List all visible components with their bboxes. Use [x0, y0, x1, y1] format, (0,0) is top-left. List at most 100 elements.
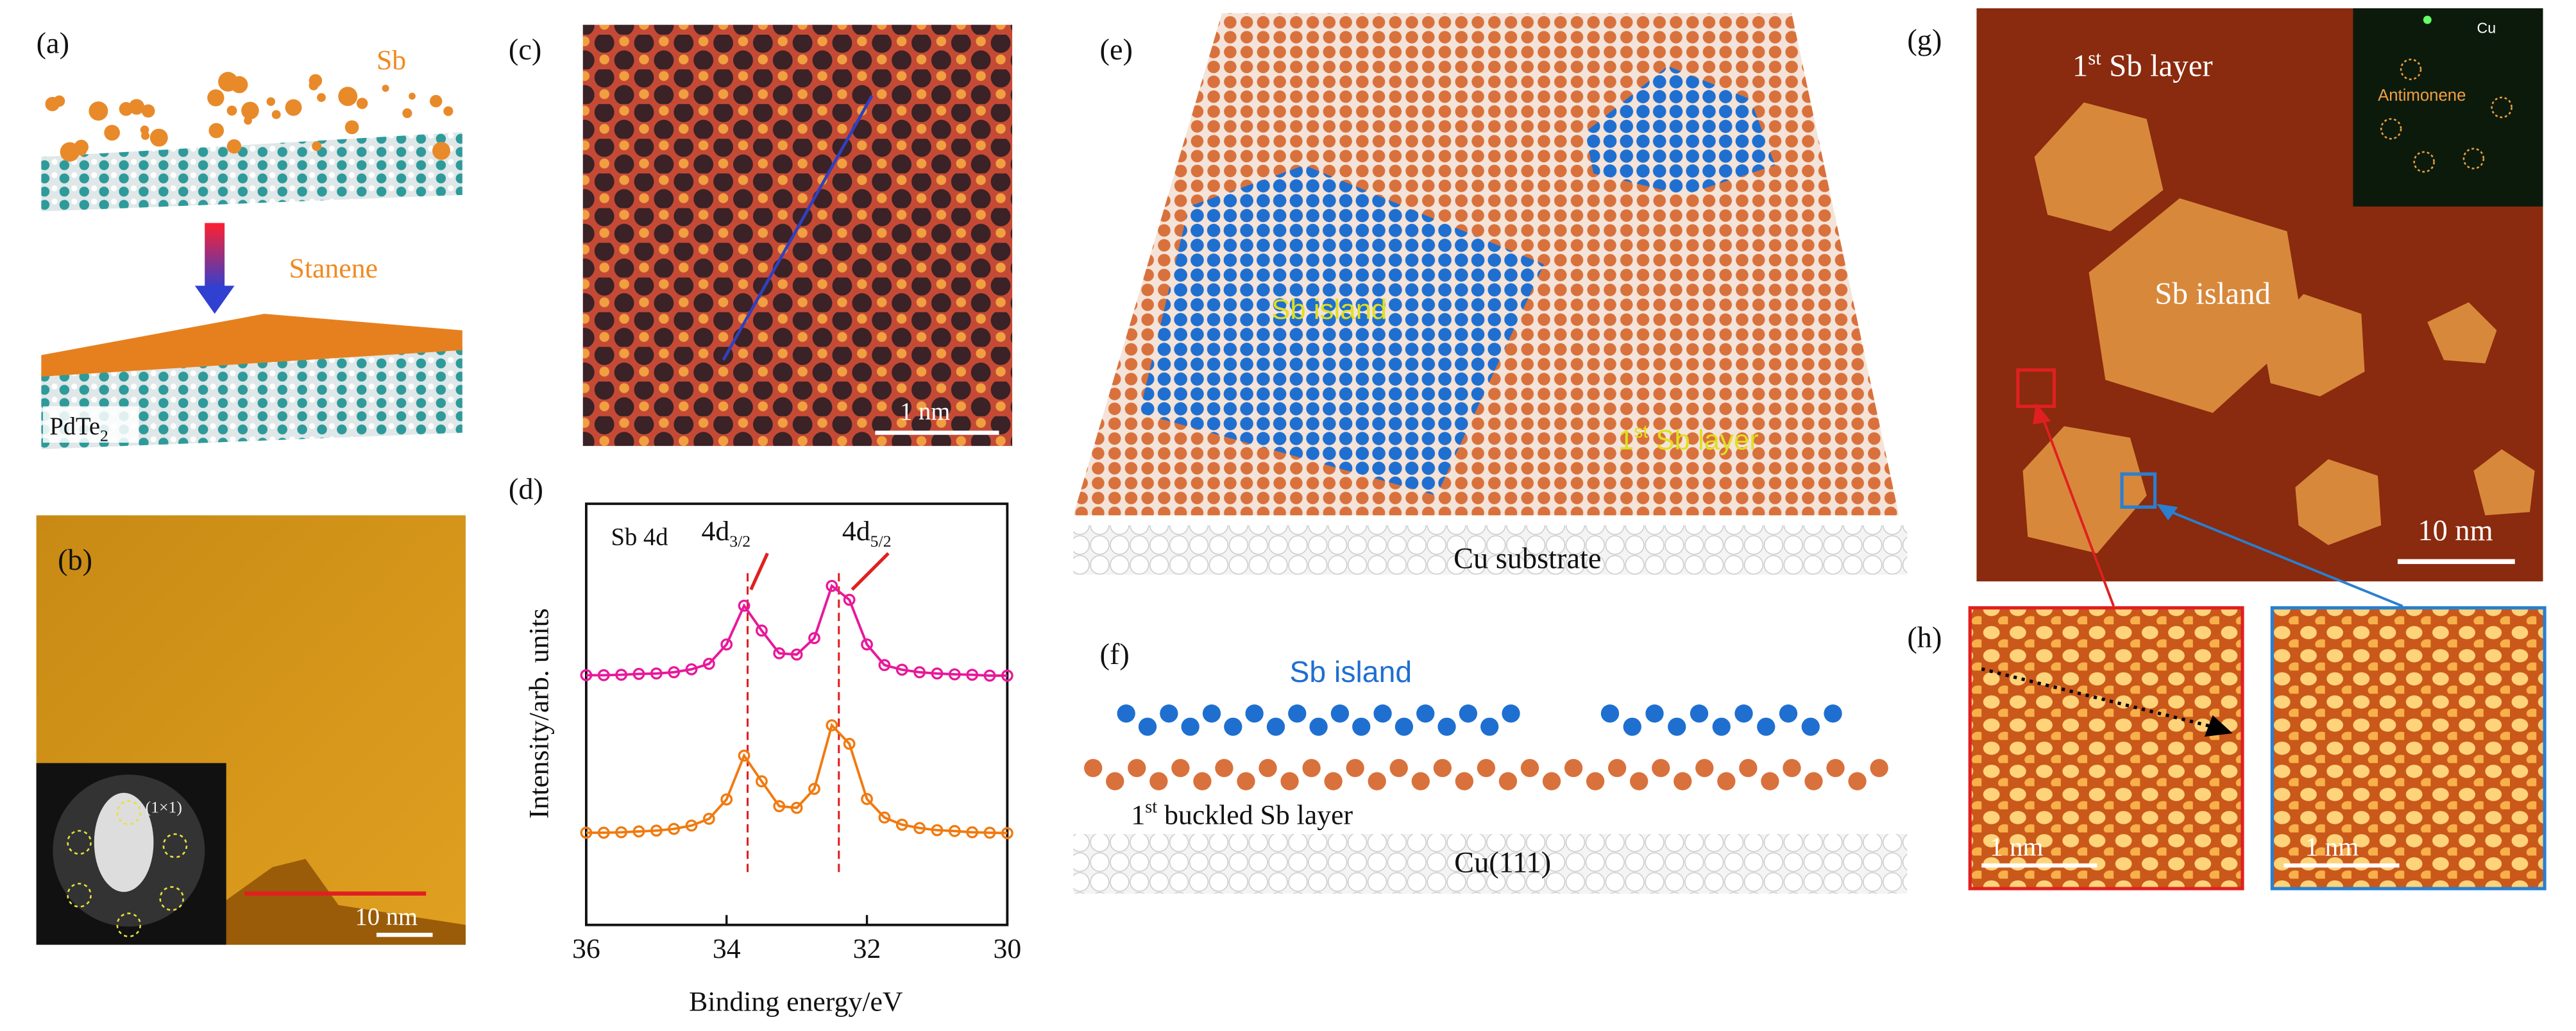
data-point [702, 658, 715, 670]
peak-label: 4d5/2 [842, 516, 892, 550]
data-point [632, 668, 645, 680]
atom [1757, 717, 1775, 736]
layer-label: 1st Sb layer [1618, 421, 1759, 456]
sb-atoms [45, 72, 453, 162]
data-point [895, 819, 908, 831]
panel-label: (h) [1907, 622, 1942, 654]
sb-atom [430, 95, 443, 108]
stm-zoom [2270, 606, 2546, 890]
sb-atom [149, 128, 168, 147]
sb-label: Sb [377, 45, 406, 76]
data-point [685, 663, 698, 676]
data-point [826, 719, 838, 731]
y-axis-label: Intensity/arb. units [524, 608, 555, 819]
data-point [615, 826, 627, 839]
atom [1171, 758, 1190, 778]
data-point [966, 669, 979, 681]
island-label: Sb island [1271, 294, 1387, 325]
arrow-head [2033, 403, 2051, 425]
sb-atom [344, 120, 359, 135]
islands [2022, 102, 2535, 554]
superscript: st [2088, 46, 2101, 69]
sb-atom [409, 92, 416, 100]
island [2295, 459, 2382, 545]
panel-label: (e) [1100, 34, 1133, 67]
atomic-chains [1084, 704, 1888, 790]
sb-island [1139, 165, 1545, 496]
cu-substrate [1073, 834, 1908, 894]
atom [1607, 758, 1627, 778]
atom [1870, 758, 1888, 778]
atom [1224, 717, 1242, 736]
spot [2413, 151, 2435, 173]
sb-atom [141, 132, 150, 141]
atom [1084, 758, 1103, 778]
text: buckled Sb layer [1157, 800, 1353, 831]
arrow-head [194, 285, 235, 314]
text: 4d [701, 516, 729, 547]
text: 4d [842, 516, 870, 547]
data-point [615, 669, 627, 681]
text: PdTe [49, 413, 100, 440]
stanene-label: Stanene [289, 253, 378, 284]
data-point [756, 775, 768, 788]
atom [1674, 772, 1692, 790]
superscript: st [1145, 797, 1157, 817]
sb-atom [60, 142, 80, 162]
scale-label: 1 nm [900, 398, 950, 425]
inset-label: Antimonene [2378, 87, 2466, 105]
atom [1695, 758, 1714, 778]
subscript: 3/2 [729, 532, 750, 550]
zoom-box [2120, 472, 2157, 509]
atom [1848, 772, 1867, 790]
atom [1498, 772, 1518, 790]
leed-inset [2353, 8, 2543, 207]
atom [1138, 717, 1157, 736]
atom [1237, 772, 1255, 790]
inset-label: (1×1) [146, 798, 182, 817]
atom [1433, 758, 1452, 778]
atom [1368, 772, 1386, 790]
sb-atom [208, 123, 225, 139]
subscript: 5/2 [870, 532, 892, 550]
data-point [738, 749, 750, 762]
sb-atom [382, 85, 389, 92]
substrate-label: Cu substrate [1453, 543, 1601, 575]
data-point [685, 819, 698, 832]
sb-atom [317, 93, 326, 102]
scale-label: 1 nm [2305, 832, 2359, 862]
atom [1630, 772, 1648, 790]
atom [1761, 772, 1779, 790]
line-profile [722, 95, 874, 361]
spectrum-line [586, 584, 1008, 677]
data-point [826, 579, 838, 592]
panel-label: (g) [1907, 24, 1942, 56]
text: Sb layer [2101, 47, 2213, 83]
stanene-layer [41, 314, 462, 377]
panel-label: (f) [1100, 638, 1130, 671]
atom [1352, 717, 1371, 736]
atom [1309, 717, 1328, 736]
data-point [580, 669, 593, 681]
atom [1779, 704, 1798, 723]
x-tick-label: 34 [713, 933, 741, 964]
data-point [931, 824, 944, 837]
scale-label: 10 nm [355, 904, 418, 931]
atom [1266, 717, 1285, 736]
atom [1346, 758, 1364, 778]
data-point [790, 648, 803, 661]
data-point [650, 824, 663, 837]
sb-atom [104, 124, 120, 141]
arrow-head [2204, 715, 2233, 737]
sb-atom [338, 87, 358, 107]
x-tick-label: 30 [993, 933, 1021, 964]
atom [1106, 772, 1124, 790]
data-point [756, 624, 768, 637]
data-point [808, 783, 820, 796]
text: Sb layer [1648, 424, 1759, 456]
x-axis-label: Binding energy/eV [689, 987, 903, 1018]
spot [116, 800, 142, 825]
line-profile [1981, 667, 2214, 729]
x-tick-label: 36 [572, 933, 600, 964]
cu-substrate [1073, 525, 1908, 575]
